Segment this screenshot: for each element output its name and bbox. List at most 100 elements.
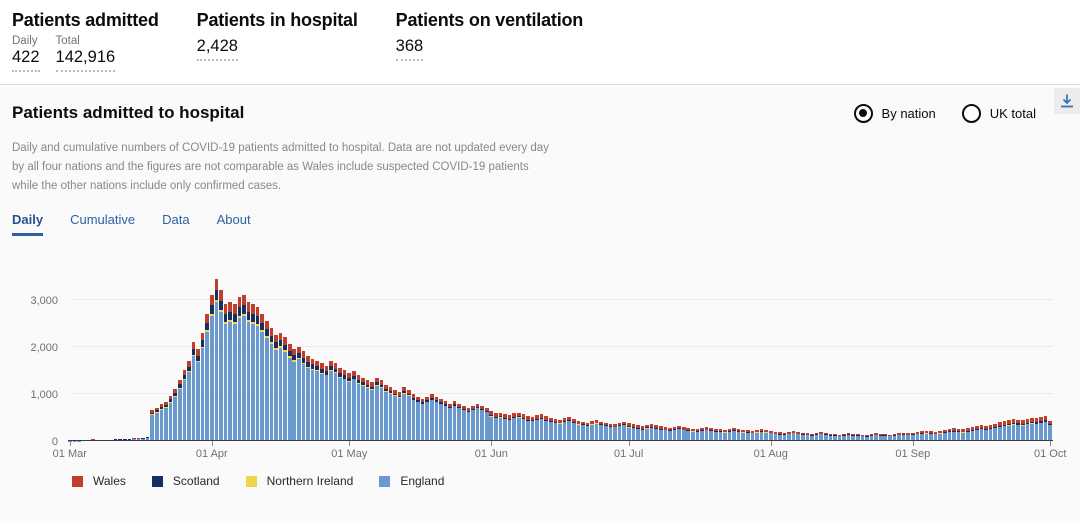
stacked-bar[interactable]	[782, 432, 787, 441]
stacked-bar[interactable]	[397, 391, 402, 441]
stacked-bar[interactable]	[228, 302, 232, 441]
stacked-bar[interactable]	[723, 429, 727, 441]
stacked-bar[interactable]	[943, 429, 947, 441]
stacked-bar[interactable]	[338, 367, 342, 441]
stacked-bar[interactable]	[155, 407, 159, 441]
stacked-bar[interactable]	[746, 430, 750, 441]
stacked-bar[interactable]	[242, 294, 246, 441]
stacked-bar[interactable]	[429, 394, 434, 441]
stacked-bar[interactable]	[636, 425, 640, 441]
stacked-bar[interactable]	[439, 398, 443, 441]
radio-by-nation[interactable]: By nation	[853, 103, 936, 123]
stacked-bar[interactable]	[750, 430, 755, 441]
stacked-bar[interactable]	[888, 434, 892, 441]
stacked-bar[interactable]	[823, 432, 828, 441]
stacked-bar[interactable]	[535, 415, 539, 441]
stacked-bar[interactable]	[581, 421, 585, 441]
stacked-bar[interactable]	[342, 370, 347, 441]
stacked-bar[interactable]	[924, 430, 929, 441]
stacked-bar[interactable]	[764, 429, 768, 441]
stacked-bar[interactable]	[145, 436, 150, 441]
stacked-bar[interactable]	[837, 434, 842, 441]
stacked-bar[interactable]	[571, 418, 576, 441]
stacked-bar[interactable]	[938, 430, 943, 441]
stacked-bar[interactable]	[434, 396, 439, 441]
stacked-bar[interactable]	[484, 408, 489, 441]
stacked-bar[interactable]	[498, 412, 503, 441]
stacked-bar[interactable]	[892, 434, 897, 441]
stacked-bar[interactable]	[677, 425, 681, 441]
stacked-bar[interactable]	[713, 428, 718, 441]
stacked-bar[interactable]	[970, 427, 975, 441]
stacked-bar[interactable]	[833, 434, 837, 441]
stacked-bar[interactable]	[283, 337, 287, 441]
stacked-bar[interactable]	[787, 431, 791, 441]
stacked-bar[interactable]	[878, 433, 883, 441]
stacked-bar[interactable]	[681, 427, 686, 441]
stacked-bar[interactable]	[975, 426, 979, 441]
stacked-bar[interactable]	[736, 428, 741, 441]
stacked-bar[interactable]	[988, 424, 993, 441]
stacked-bar[interactable]	[626, 423, 631, 441]
stacked-bar[interactable]	[177, 379, 182, 441]
stacked-bar[interactable]	[558, 419, 562, 441]
stacked-bar[interactable]	[727, 428, 732, 441]
stacked-bar[interactable]	[187, 360, 191, 441]
stacked-bar[interactable]	[920, 431, 924, 441]
stacked-bar[interactable]	[755, 429, 759, 441]
stacked-bar[interactable]	[622, 421, 626, 441]
stacked-bar[interactable]	[150, 410, 155, 441]
download-button[interactable]	[1054, 88, 1080, 114]
stacked-bar[interactable]	[297, 346, 301, 441]
stacked-bar[interactable]	[466, 408, 471, 441]
stacked-bar[interactable]	[471, 406, 475, 441]
stacked-bar[interactable]	[251, 304, 255, 441]
stacked-bar[interactable]	[278, 332, 283, 441]
stacked-bar[interactable]	[553, 418, 558, 441]
stacked-bar[interactable]	[846, 432, 851, 441]
stacked-bar[interactable]	[910, 432, 915, 441]
stacked-bar[interactable]	[164, 402, 168, 441]
stacked-bar[interactable]	[214, 278, 219, 441]
stacked-bar[interactable]	[915, 431, 920, 441]
stacked-bar[interactable]	[805, 433, 810, 441]
stacked-bar[interactable]	[420, 398, 425, 441]
stacked-bar[interactable]	[649, 423, 654, 441]
stacked-bar[interactable]	[347, 373, 352, 441]
stacked-bar[interactable]	[613, 424, 617, 441]
stacked-bar[interactable]	[851, 433, 855, 441]
stacked-bar[interactable]	[370, 382, 374, 441]
stacked-bar[interactable]	[333, 363, 338, 441]
stacked-bar[interactable]	[1034, 418, 1039, 441]
stacked-bar[interactable]	[617, 422, 622, 441]
stacked-bar[interactable]	[411, 394, 416, 441]
tab-data[interactable]: Data	[162, 212, 190, 227]
stacked-bar[interactable]	[462, 406, 466, 441]
stacked-bar[interactable]	[741, 429, 746, 441]
stacked-bar[interactable]	[168, 396, 173, 441]
stacked-bar[interactable]	[352, 370, 356, 441]
stacked-bar[interactable]	[585, 422, 590, 441]
tab-daily[interactable]: Daily	[12, 212, 44, 236]
stacked-bar[interactable]	[663, 427, 668, 441]
stacked-bar[interactable]	[933, 431, 938, 441]
stacked-bar[interactable]	[159, 404, 164, 441]
stacked-bar[interactable]	[819, 431, 823, 441]
stacked-bar[interactable]	[883, 434, 888, 441]
stacked-bar[interactable]	[173, 389, 177, 441]
stacked-bar[interactable]	[324, 365, 329, 441]
stacked-bar[interactable]	[232, 304, 237, 441]
stacked-bar[interactable]	[306, 356, 310, 441]
stacked-bar[interactable]	[292, 349, 297, 441]
stacked-bar[interactable]	[1007, 420, 1011, 441]
stacked-bar[interactable]	[865, 435, 869, 441]
stacked-bar[interactable]	[631, 424, 636, 441]
stacked-bar[interactable]	[539, 414, 544, 441]
stacked-bar[interactable]	[407, 389, 411, 441]
stacked-bar[interactable]	[691, 428, 695, 441]
stacked-bar[interactable]	[718, 429, 723, 441]
stacked-bar[interactable]	[246, 302, 251, 441]
stacked-bar[interactable]	[526, 416, 530, 441]
stacked-bar[interactable]	[255, 306, 260, 441]
stacked-bar[interactable]	[599, 421, 604, 441]
